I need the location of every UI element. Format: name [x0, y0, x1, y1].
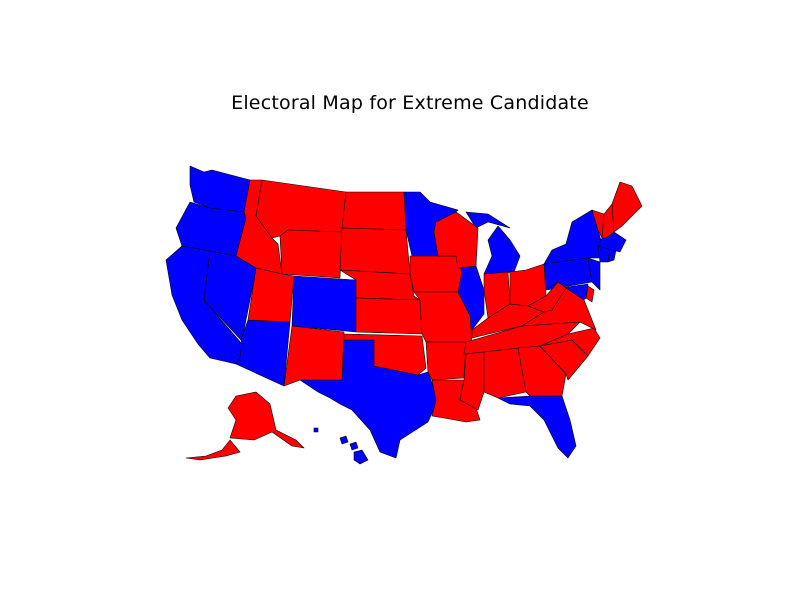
map-title: Electoral Map for Extreme Candidate	[231, 92, 589, 114]
state-nj	[587, 257, 601, 291]
state-co	[291, 275, 357, 333]
state-de	[585, 285, 595, 303]
state-ok	[343, 333, 427, 376]
state-hi	[313, 427, 369, 465]
state-al	[483, 347, 527, 399]
state-nh	[601, 203, 615, 239]
state-sd	[339, 227, 411, 275]
state-wv	[527, 281, 567, 313]
state-ks	[355, 297, 423, 335]
state-ak	[185, 391, 305, 461]
state-ut	[247, 267, 295, 323]
state-ia	[409, 255, 463, 293]
state-me	[611, 181, 643, 233]
state-wy	[279, 229, 343, 279]
state-nm	[283, 325, 345, 387]
state-az	[235, 319, 291, 387]
state-nc	[539, 327, 601, 357]
state-fl	[497, 395, 577, 459]
state-wi	[433, 211, 479, 269]
state-ar	[425, 341, 467, 381]
state-mt	[255, 179, 347, 239]
state-nd	[341, 191, 407, 231]
